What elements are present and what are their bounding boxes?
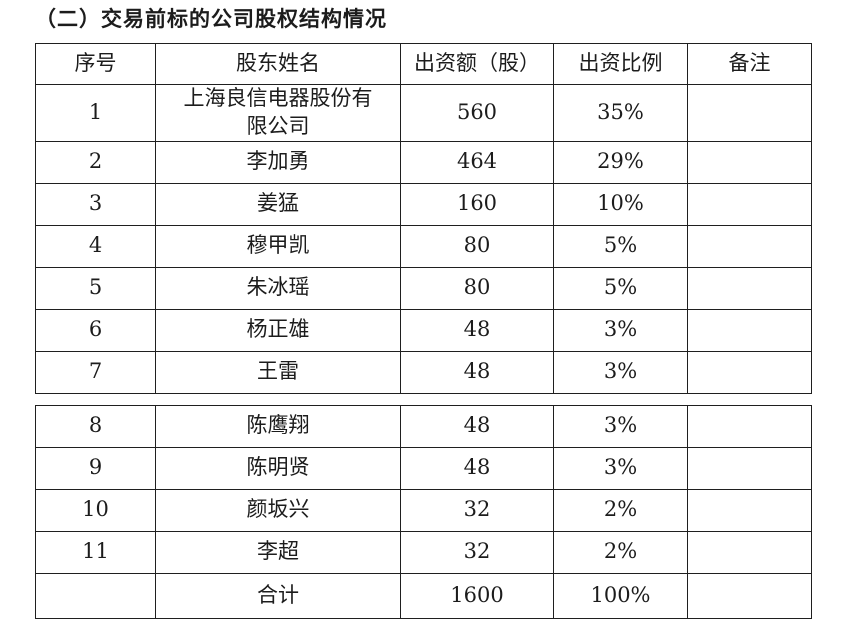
section-title: （二）交易前标的公司股权结构情况: [35, 6, 387, 31]
table-row: 10 颜坂兴 32 2%: [35, 488, 812, 532]
cell-name: 姜猛: [155, 182, 401, 226]
cell-ratio: 29%: [553, 140, 688, 184]
cell-name: 李加勇: [155, 140, 401, 184]
table-row: 9 陈明贤 48 3%: [35, 446, 812, 490]
cell-ratio: 10%: [553, 182, 688, 226]
header-cell-ratio: 出资比例: [553, 43, 688, 86]
cell-no: [35, 572, 156, 619]
table-row: 11 李超 32 2%: [35, 530, 812, 574]
header-cell-amount: 出资额（股）: [400, 43, 554, 86]
equity-table-section-2: 8 陈鹰翔 48 3% 9 陈明贤 48 3% 10 颜坂兴 32 2% 11 李超 32 2% 合计 1600 1…: [35, 404, 812, 619]
cell-no: 10: [35, 488, 156, 532]
cell-amount: 80: [400, 224, 554, 268]
cell-ratio: 5%: [553, 266, 688, 310]
cell-amount: 32: [400, 530, 554, 574]
cell-note: [687, 140, 812, 184]
cell-ratio: 3%: [553, 308, 688, 352]
cell-ratio: 3%: [553, 350, 688, 394]
cell-name: 颜坂兴: [155, 488, 401, 532]
cell-name: 李超: [155, 530, 401, 574]
cell-ratio: 100%: [553, 572, 688, 619]
cell-amount: 80: [400, 266, 554, 310]
cell-amount: 160: [400, 182, 554, 226]
cell-note: [687, 224, 812, 268]
table-row: 7 王雷 48 3%: [35, 350, 812, 394]
header-cell-note: 备注: [687, 43, 812, 86]
cell-name: 王雷: [155, 350, 401, 394]
table-row: 2 李加勇 464 29%: [35, 140, 812, 184]
cell-note: [687, 530, 812, 574]
cell-no: 9: [35, 446, 156, 490]
cell-note: [687, 404, 812, 448]
cell-note: [687, 266, 812, 310]
header-cell-name: 股东姓名: [155, 43, 401, 86]
cell-name: 上海良信电器股份有限公司: [155, 84, 401, 142]
cell-no: 3: [35, 182, 156, 226]
table-row: 3 姜猛 160 10%: [35, 182, 812, 226]
cell-amount: 48: [400, 308, 554, 352]
table-row: 8 陈鹰翔 48 3%: [35, 404, 812, 448]
cell-no: 5: [35, 266, 156, 310]
cell-no: 1: [35, 84, 156, 142]
cell-no: 11: [35, 530, 156, 574]
table-row: 4 穆甲凯 80 5%: [35, 224, 812, 268]
cell-amount: 48: [400, 404, 554, 448]
cell-ratio: 3%: [553, 404, 688, 448]
cell-name: 穆甲凯: [155, 224, 401, 268]
table-row: 1 上海良信电器股份有限公司 560 35%: [35, 84, 812, 142]
cell-ratio: 3%: [553, 446, 688, 490]
total-row: 合计 1600 100%: [35, 572, 812, 619]
cell-note: [687, 446, 812, 490]
cell-no: 6: [35, 308, 156, 352]
header-cell-no: 序号: [35, 43, 156, 86]
table-header-row: 序号 股东姓名 出资额（股） 出资比例 备注: [35, 43, 812, 86]
cell-no: 7: [35, 350, 156, 394]
cell-name: 合计: [155, 572, 401, 619]
cell-name: 朱冰瑶: [155, 266, 401, 310]
cell-name: 陈明贤: [155, 446, 401, 490]
cell-no: 2: [35, 140, 156, 184]
cell-no: 4: [35, 224, 156, 268]
cell-note: [687, 350, 812, 394]
cell-amount: 48: [400, 446, 554, 490]
equity-table-section-1: 序号 股东姓名 出资额（股） 出资比例 备注 1 上海良信电器股份有限公司 560 35% 2 李…: [35, 43, 812, 394]
cell-note: [687, 84, 812, 142]
cell-note: [687, 572, 812, 619]
cell-amount: 32: [400, 488, 554, 532]
cell-ratio: 2%: [553, 530, 688, 574]
cell-amount: 1600: [400, 572, 554, 619]
cell-note: [687, 308, 812, 352]
cell-amount: 560: [400, 84, 554, 142]
page-break-gap: [35, 394, 811, 405]
cell-ratio: 5%: [553, 224, 688, 268]
cell-amount: 48: [400, 350, 554, 394]
cell-note: [687, 488, 812, 532]
cell-amount: 464: [400, 140, 554, 184]
cell-ratio: 2%: [553, 488, 688, 532]
table-row: 6 杨正雄 48 3%: [35, 308, 812, 352]
cell-note: [687, 182, 812, 226]
cell-name: 陈鹰翔: [155, 404, 401, 448]
cell-ratio: 35%: [553, 84, 688, 142]
cell-name: 杨正雄: [155, 308, 401, 352]
table-row: 5 朱冰瑶 80 5%: [35, 266, 812, 310]
cell-no: 8: [35, 404, 156, 448]
